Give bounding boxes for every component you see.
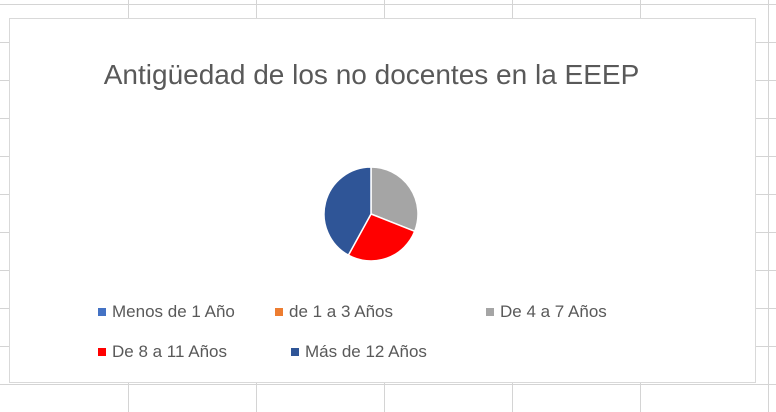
- legend-item: de 1 a 3 Años: [275, 302, 393, 322]
- legend-swatch: [98, 308, 106, 316]
- legend-label: De 4 a 7 Años: [500, 302, 607, 321]
- pie-slice: [323, 166, 372, 257]
- legend-item: Más de 12 Años: [291, 342, 427, 362]
- legend-swatch: [275, 308, 283, 316]
- pie-slice: [370, 166, 419, 233]
- legend-label: Más de 12 Años: [305, 342, 427, 361]
- legend-label: de 1 a 3 Años: [289, 302, 393, 321]
- chart-title: Antigüedad de los no docentes en la EEEP: [103, 59, 640, 90]
- pie: [323, 166, 419, 262]
- legend-swatch: [486, 308, 494, 316]
- legend-item: Menos de 1 Año: [98, 302, 235, 322]
- legend-label: De 8 a 11 Años: [112, 342, 227, 361]
- legend-swatch: [291, 348, 299, 356]
- legend-label: Menos de 1 Año: [112, 302, 235, 321]
- legend-swatch: [98, 348, 106, 356]
- legend-item: De 4 a 7 Años: [486, 302, 607, 322]
- legend-item: De 8 a 11 Años: [98, 342, 227, 362]
